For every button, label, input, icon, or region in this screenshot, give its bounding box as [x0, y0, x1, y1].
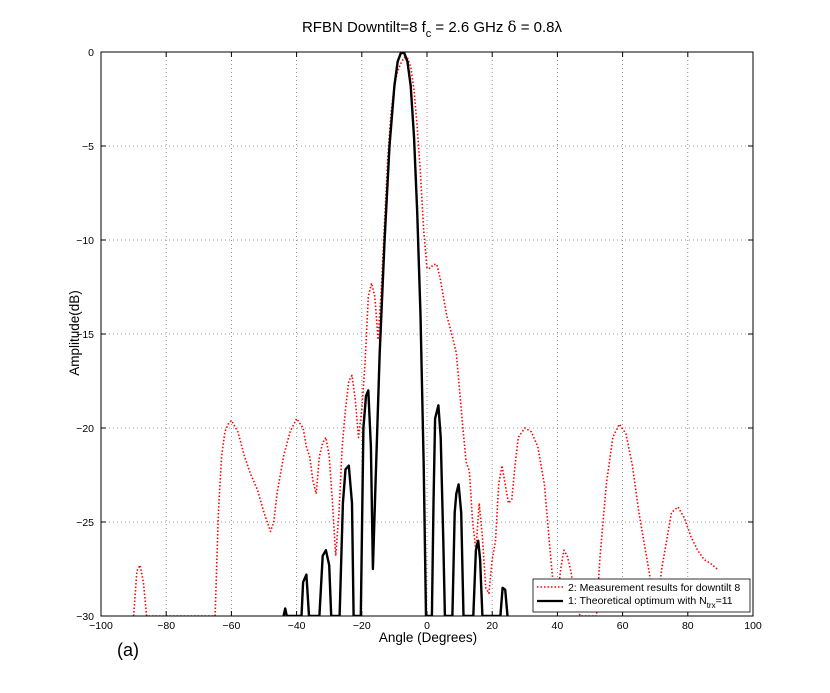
x-tick-label: 60	[617, 620, 629, 632]
axis-ticks: −100 −80 −60 −40 −20 0 20 40 60 80 100 0 −5 −10 −15 −20…	[76, 47, 762, 632]
x-tick-label: 80	[682, 620, 694, 632]
legend-label-measurement: 2: Measurement results for downtilt 8	[568, 582, 740, 594]
y-tick-label: −15	[76, 329, 94, 341]
y-tick-label: −20	[76, 423, 94, 435]
x-tick-label: 40	[552, 620, 564, 632]
y-tick-label: −25	[76, 517, 94, 529]
x-tick-label: 100	[744, 620, 762, 632]
panel-label: (a)	[117, 640, 139, 660]
chart-title: RFBN Downtilt=8 fc = 2.6 GHz δ = 0.8λ	[302, 18, 563, 40]
x-tick-label: −20	[353, 620, 371, 632]
legend-box	[532, 578, 751, 613]
x-tick-label: 20	[486, 620, 498, 632]
grid-lines	[101, 52, 753, 616]
x-axis-label: Angle (Degrees)	[379, 630, 477, 645]
legend-label-theory: 1: Theoretical optimum with Ntrx=11	[568, 595, 733, 610]
y-axis-label: Amplitude(dB)	[67, 290, 82, 376]
x-tick-label: −60	[222, 620, 240, 632]
series-line-measurement	[132, 56, 718, 616]
legend: 2: Measurement results for downtilt 8 1:…	[532, 578, 751, 613]
x-tick-label: −40	[288, 620, 306, 632]
x-tick-label: −100	[89, 620, 113, 632]
plot-series	[132, 52, 718, 616]
y-tick-label: −30	[76, 611, 94, 623]
y-tick-label: −10	[76, 235, 94, 247]
x-tick-label: 0	[424, 620, 430, 632]
series-line-theory	[282, 52, 509, 616]
y-tick-label: 0	[88, 47, 94, 59]
x-tick-label: −80	[157, 620, 175, 632]
y-tick-label: −5	[82, 141, 94, 153]
